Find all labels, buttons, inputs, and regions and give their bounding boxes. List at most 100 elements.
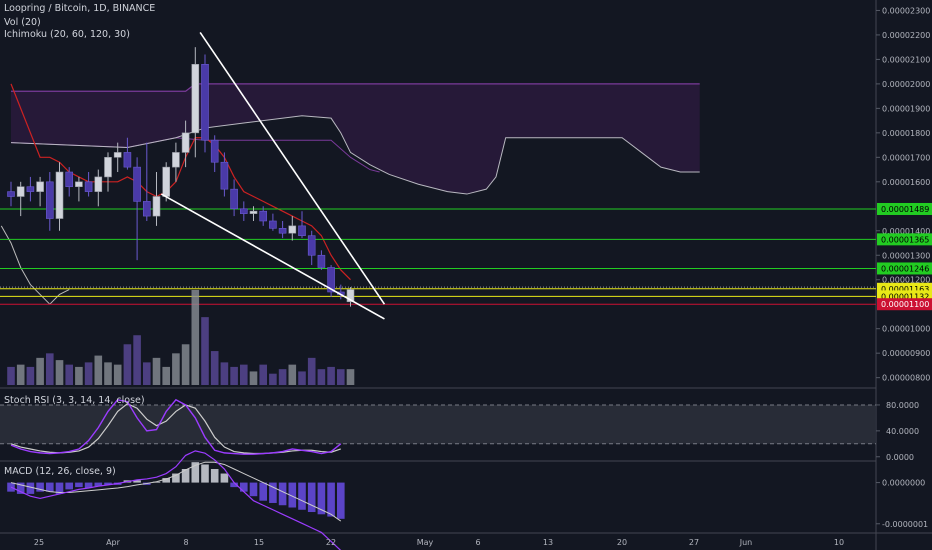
- price-tick-label: 0.00000800: [882, 374, 930, 383]
- stoch-tick-label: 80.0000: [886, 401, 919, 410]
- macd-histogram-bar: [172, 473, 180, 483]
- macd-histogram-bar: [269, 482, 277, 503]
- candle-body: [327, 267, 335, 293]
- candle-body: [84, 181, 93, 192]
- candle-body: [278, 228, 287, 234]
- price-tick-label: 0.00001000: [882, 325, 930, 334]
- volume-bar: [201, 317, 209, 385]
- candle-body: [298, 225, 306, 236]
- stoch-k-line: [10, 398, 342, 455]
- macd-histogram-bar: [298, 482, 306, 510]
- macd-histogram-bar: [46, 482, 54, 492]
- macd-histogram-bar: [16, 482, 25, 494]
- volume-bar: [162, 366, 170, 385]
- macd-tick-label: 0.0000000: [882, 479, 925, 488]
- time-tick-label: 20: [617, 538, 627, 547]
- macd-histogram-bar: [162, 478, 170, 483]
- volume-bar: [269, 373, 277, 385]
- candle-body: [249, 210, 258, 214]
- candle-body: [201, 64, 209, 141]
- level-badge-label: 0.00001365: [881, 235, 929, 244]
- time-tick-label: May: [417, 538, 434, 547]
- macd-histogram-bar: [181, 469, 190, 483]
- volume-bar: [210, 351, 219, 385]
- macd-histogram-bar: [84, 482, 93, 489]
- volume-bar: [133, 335, 141, 385]
- candle-body: [75, 181, 83, 188]
- macd-histogram-bar: [288, 482, 297, 508]
- macd-histogram-bar: [133, 480, 141, 483]
- candle-body: [240, 208, 248, 214]
- candle-body: [55, 171, 64, 219]
- level-badge-label: 0.00001100: [881, 300, 929, 309]
- time-tick-label: 10: [834, 538, 844, 547]
- stoch-rsi-label: Stoch RSI (3, 3, 14, 14, close): [4, 395, 145, 406]
- level-badge-label: 0.00001489: [881, 205, 929, 214]
- volume-bar: [152, 357, 161, 385]
- time-tick-label: 13: [543, 538, 553, 547]
- ichimoku-cloud: [11, 83, 700, 195]
- stoch-tick-label: 40.0000: [886, 427, 919, 436]
- volume-bar: [327, 366, 335, 385]
- volume-bar: [143, 362, 151, 385]
- level-badge: [877, 233, 932, 246]
- volume-bar: [94, 355, 103, 385]
- time-tick-label: 8: [183, 538, 188, 547]
- volume-bar: [113, 364, 122, 385]
- volume-bar: [36, 357, 44, 385]
- candle-body: [143, 201, 151, 217]
- level-badge-label: 0.00001163: [881, 285, 929, 294]
- macd-histogram-bar: [210, 469, 219, 483]
- candle-body: [269, 220, 277, 229]
- candle-body: [16, 186, 25, 197]
- macd-histogram-bar: [307, 482, 316, 513]
- stoch-tick-label: 0.0000: [886, 453, 914, 462]
- volume-bar: [123, 344, 132, 385]
- level-badge-label: 0.00001246: [881, 264, 929, 273]
- macd-tick-label: -0.0000001: [882, 520, 928, 529]
- price-tick-label: 0.00001600: [882, 178, 930, 187]
- candle-body: [210, 139, 219, 163]
- candle-body: [346, 289, 355, 303]
- macd-histogram-bar: [259, 482, 267, 501]
- wedge-upper-line: [199, 32, 386, 305]
- price-tick-label: 0.00002300: [882, 6, 930, 15]
- candle-body: [191, 64, 200, 134]
- level-badge-label: 0.00001132: [881, 292, 929, 301]
- wedge-lower-line: [160, 193, 385, 320]
- price-tick-label: 0.00002000: [882, 80, 930, 89]
- volume-bar: [172, 353, 180, 385]
- ichimoku-label: Ichimoku (20, 60, 120, 30): [4, 29, 130, 40]
- conversion-line: [10, 83, 351, 281]
- volume-bar: [220, 362, 229, 385]
- price-tick-label: 0.00001300: [882, 251, 930, 260]
- candle-body: [45, 181, 54, 219]
- price-tick-label: 0.00001200: [882, 276, 930, 285]
- cloud-base-line: [10, 115, 700, 195]
- price-tick-label: 0.00001900: [882, 104, 930, 113]
- candle-body: [317, 254, 326, 268]
- volume-bar: [26, 366, 35, 385]
- candle-body: [65, 171, 73, 188]
- candle-body: [288, 225, 297, 234]
- candle-body: [113, 152, 122, 158]
- price-tick-label: 0.00001700: [882, 153, 930, 162]
- candle-body: [307, 235, 316, 256]
- time-tick-label: 27: [689, 538, 699, 547]
- stoch-band: [0, 404, 876, 444]
- volume-bar: [181, 344, 190, 385]
- volume-bar: [7, 366, 15, 385]
- price-tick-label: 0.00002100: [882, 55, 930, 64]
- price-tick-label: 0.00000900: [882, 349, 930, 358]
- time-tick-label: Apr: [106, 538, 121, 547]
- volume-bar: [84, 362, 93, 385]
- volume-bar: [230, 366, 238, 385]
- candle-body: [26, 186, 35, 192]
- volume-bar: [65, 364, 73, 385]
- macd-histogram-bar: [220, 473, 229, 483]
- macd-label: MACD (12, 26, close, 9): [4, 466, 116, 477]
- time-tick-label: 15: [254, 538, 264, 547]
- candle-body: [104, 157, 112, 178]
- level-badge: [877, 298, 932, 311]
- volume-bar: [104, 362, 112, 385]
